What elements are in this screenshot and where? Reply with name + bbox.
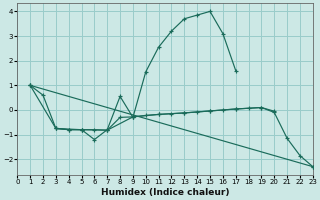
X-axis label: Humidex (Indice chaleur): Humidex (Indice chaleur): [101, 188, 229, 197]
